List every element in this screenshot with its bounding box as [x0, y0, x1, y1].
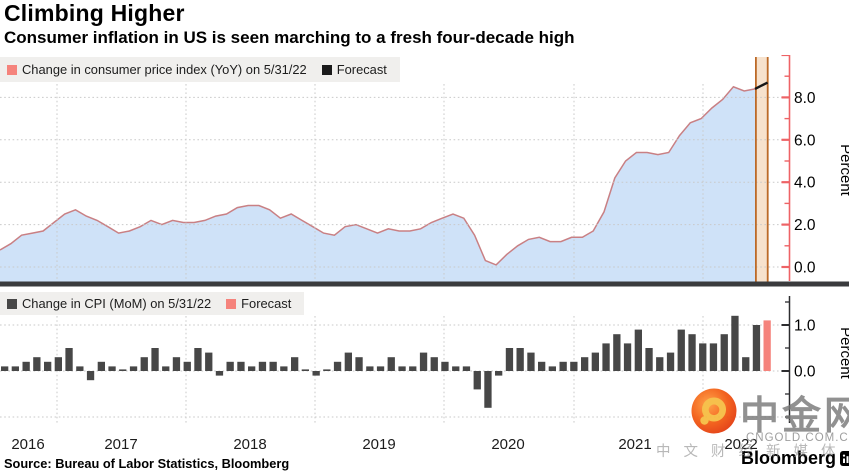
mom-percent-axis-label: Percent	[837, 327, 849, 380]
bloomberg-wordmark: Bloomberg	[741, 448, 837, 468]
yoy-series-label: Change in consumer price index (YoY) on …	[22, 62, 307, 77]
x-axis-year-label: 2022	[724, 436, 758, 453]
svg-text:4.0: 4.0	[794, 175, 816, 192]
svg-text:1.0: 1.0	[794, 318, 816, 335]
source-note: Source: Bureau of Labor Statistics, Bloo…	[4, 456, 290, 471]
svg-text:2.0: 2.0	[794, 217, 816, 234]
svg-text:8.0: 8.0	[794, 90, 816, 107]
mom-bar-chart: 1.0 0.0 Percent	[0, 296, 849, 423]
mom-legend-series: Change in CPI (MoM) on 5/31/22	[7, 296, 211, 311]
yoy-legend: Change in consumer price index (YoY) on …	[0, 57, 400, 82]
mom-series-label: Change in CPI (MoM) on 5/31/22	[22, 296, 212, 311]
mom-forecast-swatch-icon	[226, 298, 237, 309]
yoy-legend-forecast: Forecast	[321, 62, 387, 77]
yoy-forecast-label: Forecast	[336, 62, 387, 77]
x-axis-year-label: 2021	[618, 436, 652, 453]
mom-series-swatch-icon	[7, 298, 17, 309]
mom-legend: Change in CPI (MoM) on 5/31/22 Forecast	[0, 292, 305, 315]
x-axis-year-label: 2016	[11, 436, 45, 453]
svg-text:6.0: 6.0	[794, 132, 816, 149]
bloomberg-brand: Bloomberg	[741, 448, 849, 469]
mom-legend-forecast: Forecast	[226, 296, 291, 311]
yoy-area-chart: 0.0 2.0 4.0 6.0 8.0 Percent	[0, 55, 849, 287]
yoy-percent-axis-label: Percent	[837, 144, 849, 197]
yoy-forecast-swatch-icon	[321, 64, 332, 75]
svg-text:0.0: 0.0	[794, 364, 816, 381]
x-axis-year-label: 2018	[233, 436, 267, 453]
x-axis-year-label: 2019	[362, 436, 396, 453]
x-axis-year-label: 2020	[491, 436, 525, 453]
yoy-legend-series: Change in consumer price index (YoY) on …	[7, 62, 307, 77]
x-axis-year-label: 2017	[104, 436, 138, 453]
page-subtitle: Consumer inflation in US is seen marchin…	[4, 28, 575, 47]
mom-forecast-label: Forecast	[241, 296, 292, 311]
bloomberg-terminal-icon	[840, 451, 849, 466]
page-title: Climbing Higher	[4, 0, 185, 26]
yoy-series-swatch-icon	[7, 64, 17, 75]
svg-text:0.0: 0.0	[794, 260, 816, 277]
